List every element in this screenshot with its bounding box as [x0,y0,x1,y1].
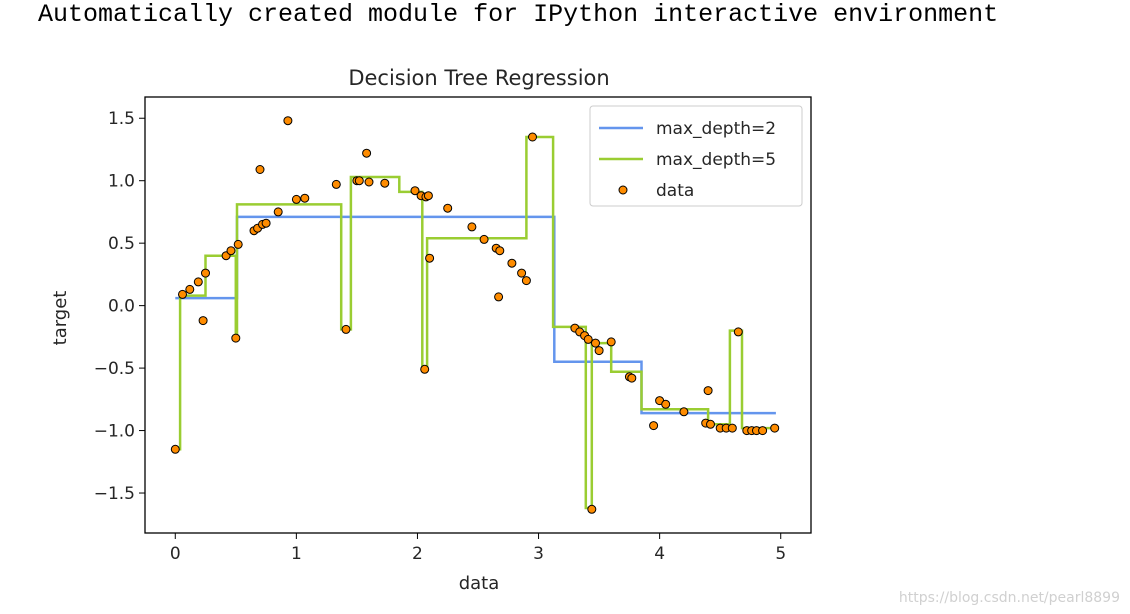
y-axis: −1.5 −1.0 −0.5 0.0 0.5 1.0 1.5 [94,109,145,504]
data-point [528,132,537,142]
data-point [420,364,430,374]
x-tick-label: 0 [170,544,181,564]
legend-box [589,105,803,207]
y-axis-label: target [50,291,71,346]
y-tick-label: 1.5 [108,109,135,129]
x-tick-label: 5 [775,544,786,564]
plot-frame [144,96,812,534]
data-point [201,268,210,278]
data-point [649,421,659,431]
data-point [233,239,243,249]
data-point [733,327,743,337]
data-point [255,165,265,174]
data-point [758,426,768,436]
data-point [341,324,351,334]
data-point [661,399,671,409]
data-point [425,253,435,263]
y-tick-label: −0.5 [94,359,135,379]
data-point [178,289,187,299]
watermark: https://blog.csdn.net/pearl8899 [898,590,1120,606]
data-point [193,277,203,287]
data-point [331,179,341,189]
data-point [261,218,271,228]
cell-output-text: Automatically created module for IPython… [38,0,999,29]
data-point [494,292,504,302]
data-point [273,207,283,217]
plot-area [170,116,780,514]
data-point [364,177,374,187]
data-point [703,386,713,396]
legend-marker [618,185,628,195]
y-tick-label: 0.0 [108,297,135,317]
y-tick-label: −1.5 [94,484,135,504]
data-point [627,373,637,383]
data-point [770,423,780,433]
x-tick-label: 2 [412,544,423,564]
data-point [170,444,180,454]
data-point [507,258,517,268]
data-point [594,346,604,356]
x-tick-label: 3 [533,544,544,564]
data-point [606,337,616,347]
data-point [587,504,597,514]
data-point [283,116,293,126]
y-tick-label: 0.5 [108,234,135,254]
chart-title: Decision Tree Regression [348,66,609,90]
data-point [380,178,390,188]
data-point [226,246,236,256]
data-point [679,407,689,417]
data-point [517,268,527,278]
data-point [443,203,453,213]
data-point [291,194,301,204]
x-axis: 0 1 2 3 4 5 [170,533,786,564]
data-point [495,246,505,256]
data-point [231,333,241,343]
data-point [706,419,715,429]
y-tick-label: −1.0 [94,422,135,442]
data-point [727,423,737,433]
data-point [467,222,477,232]
data-point [479,234,489,244]
legend-label: data [656,181,694,201]
legend-label: max_depth=5 [656,150,776,170]
legend-label: max_depth=2 [656,119,776,139]
series-line-0 [175,215,776,415]
data-point [521,276,531,286]
data-point [410,186,420,196]
data-point [198,316,208,326]
x-tick-label: 1 [291,544,302,564]
data-point [185,284,195,294]
data-point [583,334,593,344]
data-point [591,338,600,348]
data-point [300,193,310,203]
x-axis-label: data [459,573,500,594]
x-tick-label: 4 [654,544,665,564]
y-tick-label: 1.0 [108,172,135,192]
data-point [362,148,372,158]
data-point [354,176,364,186]
data-point [423,191,433,201]
